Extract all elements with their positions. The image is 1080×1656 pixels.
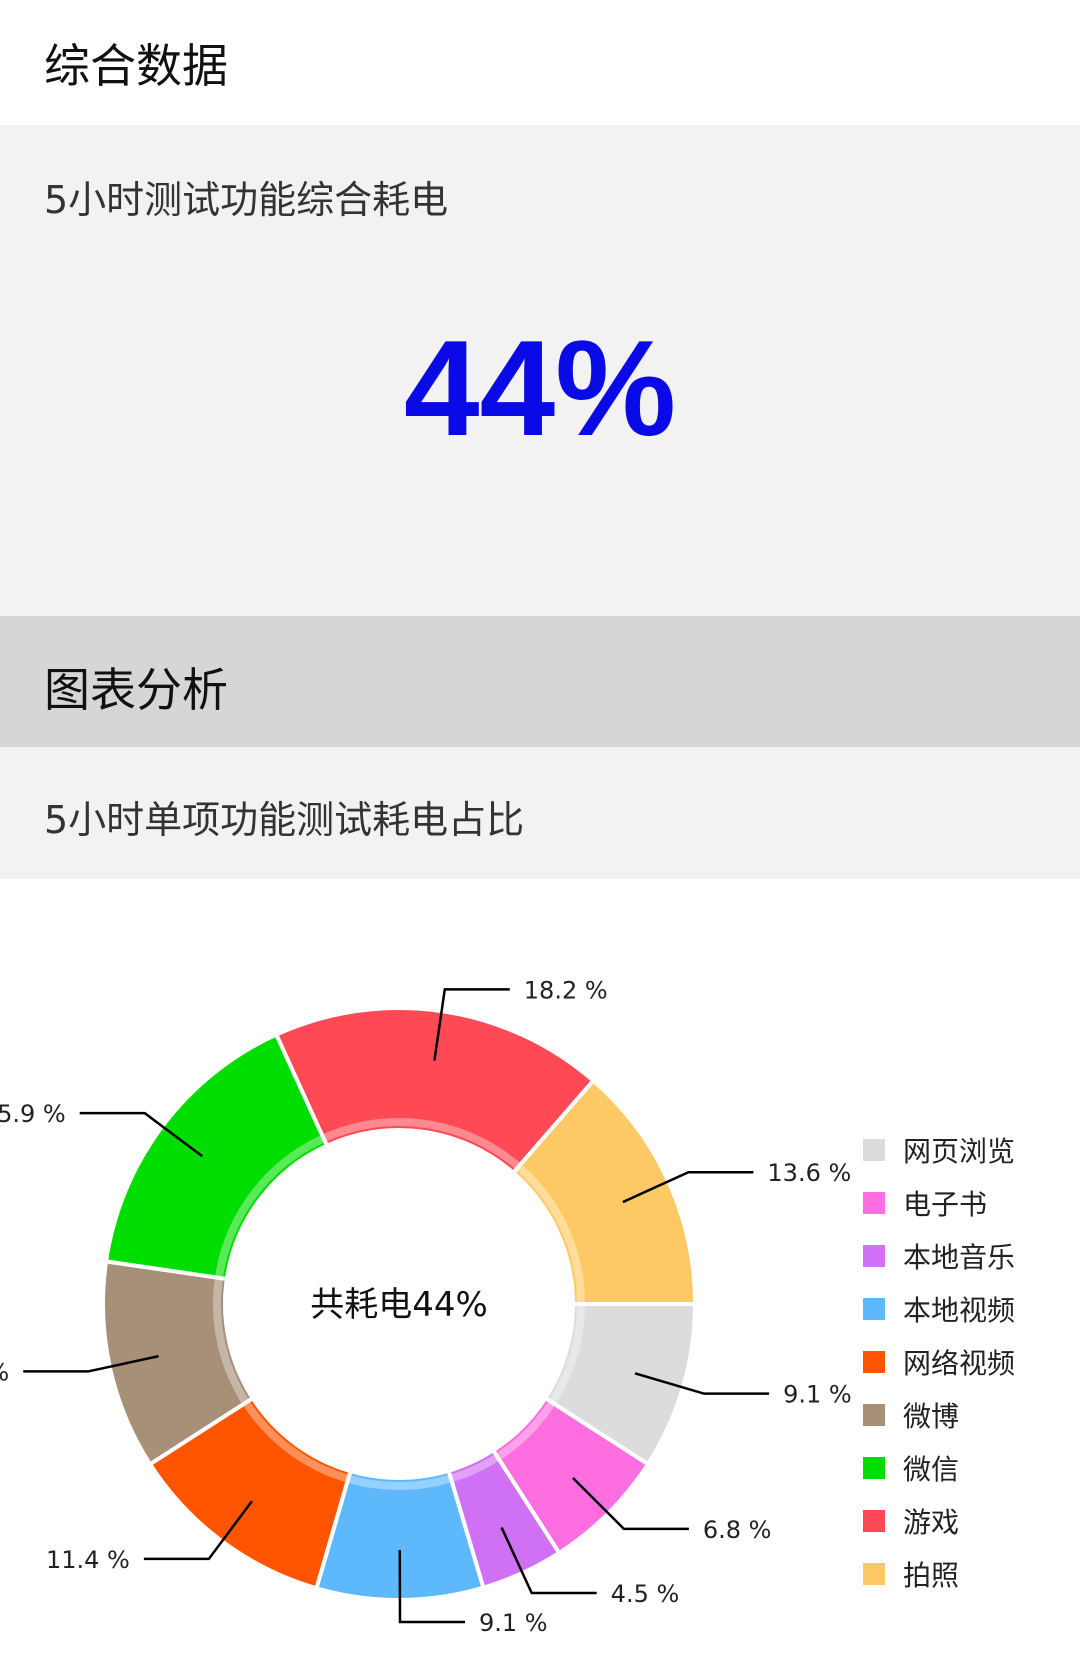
- summary-subtitle: 5小时测试功能综合耗电: [44, 178, 449, 222]
- leader-line: [572, 1477, 689, 1531]
- legend-swatch: [863, 1351, 885, 1373]
- leader-line: [79, 1111, 204, 1158]
- section-title: 图表分析: [44, 663, 228, 717]
- slice-label: 18.2 %: [524, 976, 608, 1004]
- slice-label: 6.8 %: [703, 1516, 772, 1544]
- donut-slice: [273, 1006, 597, 1176]
- leader-line: [23, 1354, 159, 1373]
- summary-value: 44%: [403, 312, 677, 464]
- donut-slice: [103, 1031, 330, 1282]
- slice-label: 11.4 %: [46, 1546, 130, 1574]
- legend-label: 微信: [903, 1453, 959, 1486]
- leader-line: [143, 1500, 253, 1561]
- legend-swatch: [863, 1192, 885, 1214]
- slice-inner-rim: [347, 1474, 453, 1490]
- legend-swatch: [863, 1404, 885, 1426]
- slice-inner-rim: [321, 1118, 522, 1170]
- slice-label: 4.5 %: [611, 1580, 680, 1608]
- slice-inner-rim: [242, 1400, 350, 1483]
- slice-inner-rim: [214, 1134, 326, 1279]
- leader-line: [622, 1170, 754, 1204]
- summary-card: 5小时测试功能综合耗电 44%: [0, 125, 1080, 616]
- legend-label: 拍照: [903, 1559, 959, 1592]
- leader-line: [433, 988, 510, 1061]
- slice-label: 13.6 %: [767, 1159, 851, 1187]
- legend-swatch: [863, 1510, 885, 1532]
- legend-label: 网络视频: [903, 1347, 1015, 1380]
- donut-slice: [510, 1077, 698, 1306]
- chart-subtitle: 5小时单项功能测试耗电占比: [44, 798, 525, 842]
- section-header: 图表分析: [0, 616, 1080, 747]
- slice-label: 15.9 %: [0, 1100, 66, 1128]
- legend-swatch: [863, 1139, 885, 1161]
- slice-label: 9.1 %: [783, 1381, 852, 1409]
- legend-label: 游戏: [903, 1506, 959, 1539]
- slice-label: 11.4 %: [0, 1358, 9, 1386]
- legend-swatch: [863, 1563, 885, 1585]
- donut-chart: 9.1 % 网页浏览 6.8 % 电子书 4.5 % 本地音乐 9.1 % 本地视频 11.4 …: [0, 976, 1015, 1637]
- legend-label: 电子书: [903, 1188, 987, 1221]
- legend-label: 网页浏览: [903, 1135, 1015, 1168]
- legend-swatch: [863, 1245, 885, 1267]
- legend-label: 微博: [903, 1400, 959, 1433]
- slice-label: 9.1 %: [479, 1609, 548, 1637]
- slice-inner-rim: [515, 1163, 585, 1305]
- header: 综合数据: [0, 0, 1080, 125]
- slice-inner-rim: [548, 1303, 585, 1405]
- leader-line: [500, 1527, 597, 1595]
- leader-line: [398, 1549, 465, 1624]
- chart-subtitle-bar: 5小时单项功能测试耗电占比: [0, 747, 1080, 879]
- header-title: 综合数据: [44, 39, 228, 93]
- legend-label: 本地视频: [903, 1294, 1015, 1327]
- slice-inner-rim: [495, 1400, 556, 1461]
- slice-inner-rim: [213, 1277, 250, 1405]
- leader-line: [634, 1372, 770, 1395]
- legend-swatch: [863, 1298, 885, 1320]
- legend-label: 本地音乐: [903, 1241, 1015, 1274]
- legend-swatch: [863, 1457, 885, 1479]
- center-label: 共耗电44%: [310, 1285, 488, 1325]
